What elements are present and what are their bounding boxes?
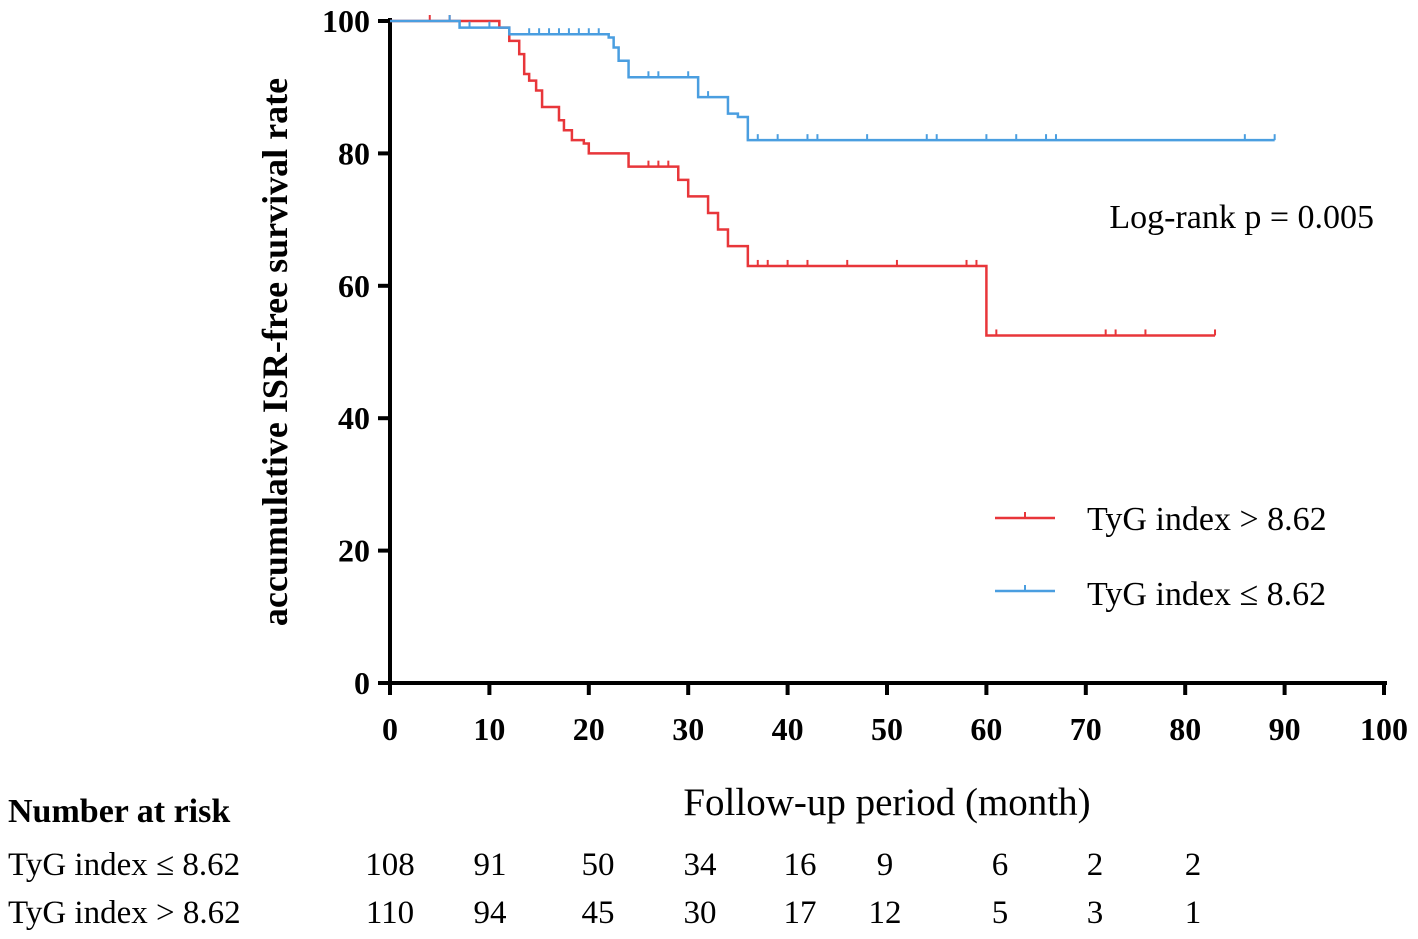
- y-tick-label: 60: [338, 268, 370, 304]
- x-tick-label: 30: [672, 711, 704, 747]
- risk-value: 34: [684, 847, 717, 883]
- risk-value: 9: [877, 847, 894, 883]
- risk-value: 91: [474, 847, 507, 883]
- x-tick-label: 10: [473, 711, 505, 747]
- axis-ticks: 0 10 20 30 40 50 60 70 80 90 100 0 20 40 60 80 100: [322, 3, 1408, 747]
- x-tick-label: 40: [772, 711, 804, 747]
- risk-value: 17: [784, 895, 817, 931]
- risk-value: 6: [992, 847, 1009, 883]
- x-tick-label: 90: [1269, 711, 1301, 747]
- series-layer: [390, 15, 1276, 337]
- x-tick-label: 50: [871, 711, 903, 747]
- risk-value: 108: [365, 847, 415, 883]
- risk-value: 94: [474, 895, 507, 931]
- log-rank-annotation: Log-rank p = 0.005: [1109, 199, 1374, 236]
- risk-table-title: Number at risk: [8, 793, 230, 830]
- risk-value: 2: [1087, 847, 1104, 883]
- km-curve-high: [390, 19, 1216, 337]
- risk-value: 50: [582, 847, 615, 883]
- y-tick-label: 0: [354, 665, 370, 701]
- risk-value: 30: [684, 895, 717, 931]
- risk-value: 16: [784, 847, 817, 883]
- x-tick-label: 70: [1070, 711, 1102, 747]
- legend: TyG index > 8.62 TyG index ≤ 8.62: [995, 501, 1327, 613]
- risk-row-label: TyG index ≤ 8.62: [8, 847, 240, 883]
- risk-value: 12: [869, 895, 902, 931]
- x-tick-label: 100: [1360, 711, 1408, 747]
- risk-table: Number at risk TyG index ≤ 8.62 TyG inde…: [8, 793, 1201, 931]
- risk-value: 110: [366, 895, 414, 931]
- x-axis-label: Follow-up period (month): [683, 781, 1090, 824]
- y-tick-label: 80: [338, 135, 370, 171]
- risk-value: 45: [582, 895, 615, 931]
- x-tick-label: 0: [382, 711, 398, 747]
- km-curve-low: [390, 19, 1275, 142]
- risk-value: 3: [1087, 895, 1104, 931]
- y-axis-label: accumulative ISR-free survival rate: [255, 78, 295, 626]
- legend-label-high: TyG index > 8.62: [1087, 501, 1327, 538]
- x-tick-label: 80: [1169, 711, 1201, 747]
- risk-values: 108 91 50 34 16 9 6 2 2 110 94 45 30 17 12 5 3 1: [365, 847, 1201, 931]
- risk-value: 5: [992, 895, 1009, 931]
- legend-label-low: TyG index ≤ 8.62: [1087, 576, 1326, 613]
- y-tick-label: 100: [322, 3, 370, 39]
- x-tick-label: 60: [970, 711, 1002, 747]
- risk-value: 1: [1185, 895, 1202, 931]
- x-tick-label: 20: [573, 711, 605, 747]
- risk-value: 2: [1185, 847, 1202, 883]
- y-tick-label: 20: [338, 533, 370, 569]
- y-tick-label: 40: [338, 400, 370, 436]
- risk-row-label: TyG index > 8.62: [8, 895, 241, 931]
